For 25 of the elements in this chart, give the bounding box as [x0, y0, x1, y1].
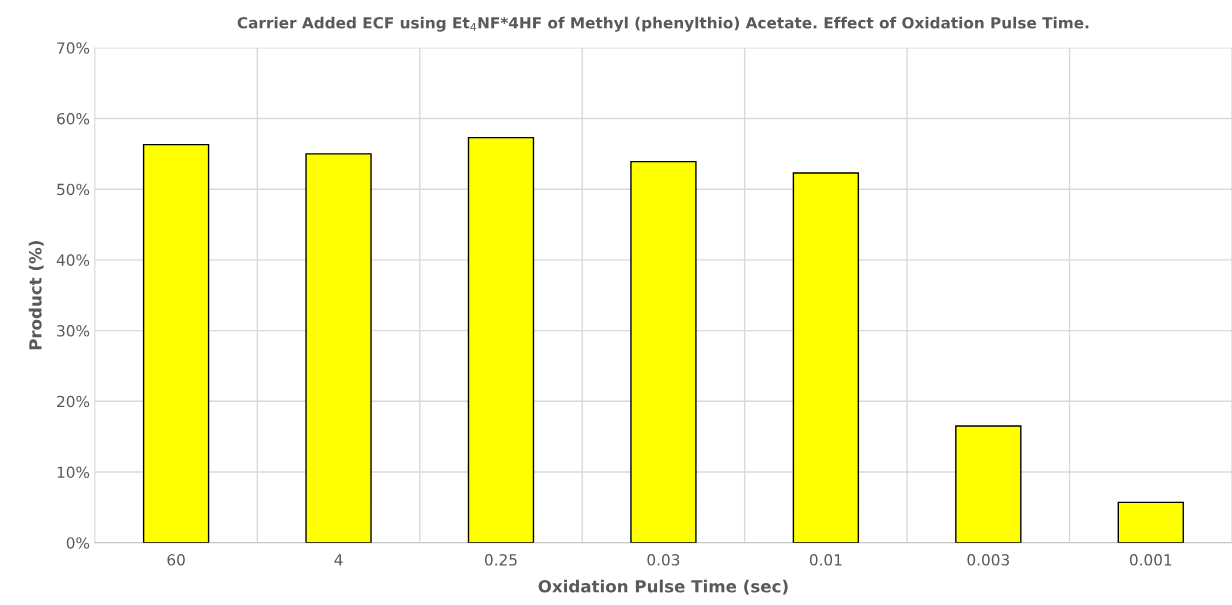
bar — [792, 172, 860, 543]
y-tick-label: 70% — [57, 42, 90, 54]
bar — [467, 136, 535, 543]
x-tick-label: 0.03 — [647, 554, 680, 566]
y-tick-label: 20% — [57, 395, 90, 408]
bar — [955, 425, 1022, 543]
x-tick-label: 0.003 — [967, 554, 1009, 566]
chart-title: Carrier Added ECF using Et$_{4}$NF*4HF of Methyl (phenylthio) Acetate. Effect of Oxidation Pulse Time. — [237, 16, 1089, 32]
y-tick-label: 0% — [66, 537, 90, 549]
x-tick-label: 0.001 — [1129, 554, 1172, 566]
bar — [305, 153, 372, 543]
x-tick-label: 4 — [334, 554, 343, 566]
x-axis-title: Oxidation Pulse Time (sec) — [538, 579, 788, 595]
bar — [1117, 501, 1184, 543]
y-axis-title: Product (%) — [28, 241, 44, 350]
x-tick-label: 0.25 — [484, 554, 517, 566]
bar — [630, 160, 697, 543]
y-tick-label: 30% — [57, 325, 90, 337]
y-tick-label: 10% — [57, 466, 90, 479]
y-tick-label: 60% — [57, 112, 90, 125]
x-tick-label: 0.01 — [809, 554, 842, 566]
x-tick-label: 60 — [167, 554, 185, 566]
y-tick-label: 50% — [57, 183, 90, 196]
y-tick-label: 40% — [56, 254, 90, 266]
bar — [142, 143, 210, 543]
